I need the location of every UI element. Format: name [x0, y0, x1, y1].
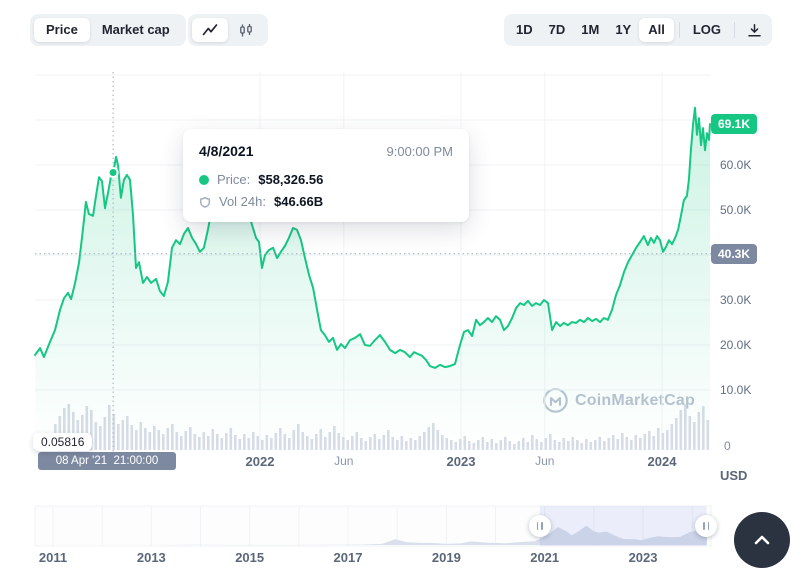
line-chart-icon	[202, 24, 218, 36]
chart-type-toggle-group	[188, 14, 268, 46]
divider	[734, 22, 736, 38]
crosshair-point	[107, 167, 119, 178]
download-icon	[747, 23, 761, 37]
price-line	[34, 106, 711, 369]
metric-toggle-group: Price Market cap	[30, 14, 186, 46]
divider	[678, 22, 680, 38]
chart-tooltip: 4/8/2021 9:00:00 PM Price: $58,326.56 Vo…	[183, 129, 469, 222]
volume-shield-icon	[199, 196, 211, 208]
minimap-area	[38, 524, 707, 545]
download-chart-button[interactable]	[740, 18, 768, 42]
timeline-right-handle[interactable]	[695, 515, 718, 537]
volume-axis-zero-label: 0	[724, 439, 731, 453]
scroll-to-top-button[interactable]	[734, 512, 790, 568]
chevron-up-icon	[754, 535, 770, 545]
range-7d-button[interactable]: 7D	[541, 18, 574, 42]
range-selector-group: 1D 7D 1M 1Y All LOG	[504, 14, 773, 46]
crosshair-date-badge: 08 Apr '21 21:00:00	[38, 452, 176, 470]
tooltip-volume-value: $46.66B	[274, 194, 324, 209]
tooltip-price-value: $58,326.56	[258, 172, 324, 187]
timeline-scrubber[interactable]	[34, 505, 712, 547]
range-1y-button[interactable]: 1Y	[607, 18, 639, 42]
candlestick-chart-type-button[interactable]	[228, 18, 264, 42]
line-chart-type-button[interactable]	[192, 18, 228, 42]
range-1m-button[interactable]: 1M	[573, 18, 607, 42]
log-scale-button[interactable]: LOG	[685, 18, 729, 42]
price-series-dot-icon	[199, 174, 209, 185]
range-1d-button[interactable]: 1D	[508, 18, 541, 42]
timeline-selection[interactable]	[539, 506, 707, 546]
tooltip-volume-label: Vol 24h:	[219, 194, 266, 209]
tooltip-time: 9:00:00 PM	[386, 144, 454, 159]
current-price-badge: 69.1K	[711, 114, 758, 134]
range-all-button[interactable]: All	[639, 18, 674, 42]
market-cap-toggle-button[interactable]: Market cap	[90, 18, 182, 42]
price-area-fill	[35, 107, 711, 451]
tooltip-price-label: Price:	[217, 172, 251, 187]
candlestick-icon	[240, 23, 252, 36]
crosshair-volume-label: 0.05816	[33, 433, 93, 451]
crosshair	[35, 72, 711, 452]
price-toggle-button[interactable]: Price	[34, 18, 90, 42]
crosshair-price-badge: 40.3K	[711, 244, 758, 264]
currency-unit-label: USD	[720, 468, 748, 483]
timeline-left-handle[interactable]	[528, 515, 551, 537]
tooltip-date: 4/8/2021	[199, 143, 254, 159]
